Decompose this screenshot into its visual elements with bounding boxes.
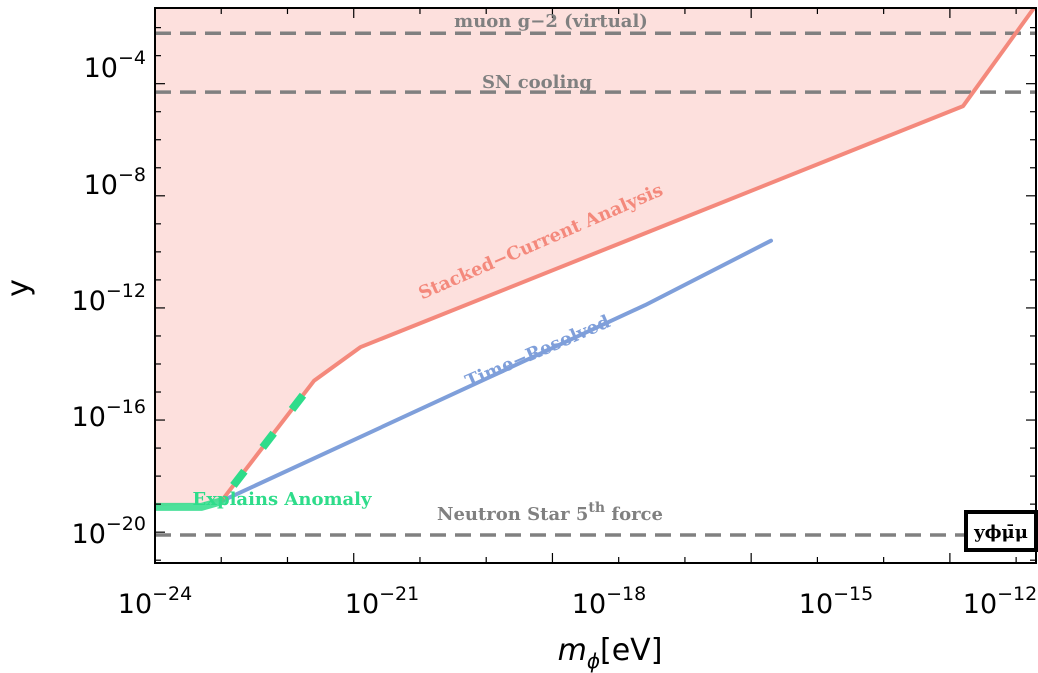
y-tick-label: 10−16: [72, 396, 146, 433]
hline-label-muon: muon g−2 (virtual): [454, 11, 648, 32]
x-tick-label: 10−15: [799, 583, 873, 620]
plot-frame: [154, 7, 1037, 564]
x-axis-title: mϕ[eV]: [558, 633, 663, 673]
anomaly-solid-line: [155, 497, 226, 511]
explains-anomaly-label: Explains Anomaly: [193, 489, 372, 510]
x-tick-label: 10−24: [118, 583, 192, 620]
x-tick-label: 10−21: [345, 583, 419, 620]
x-tick-label: 10−12: [963, 583, 1037, 620]
time-resolved-line: [219, 238, 773, 504]
interaction-box: [964, 510, 1038, 552]
y-tick-label: 10−12: [72, 280, 146, 317]
hline-label-neutron: Neutron Star 5th force: [437, 500, 663, 525]
y-axis-title: y: [1, 279, 36, 297]
interaction-label: yϕμ̄μ: [973, 522, 1028, 543]
stacked-current-line: [219, 8, 1036, 504]
anomaly-dashed-line: [218, 378, 318, 504]
y-tick-label: 10−8: [84, 164, 146, 201]
x-tick-label: 10−18: [572, 583, 646, 620]
y-tick-label: 10−4: [84, 47, 146, 84]
y-tick-label: 10−20: [72, 513, 146, 550]
time-resolved-label: Time−Resolved: [462, 311, 614, 393]
excluded-region: [155, 8, 1034, 507]
hline-label-sn: SN cooling: [482, 72, 592, 93]
axis-ticks: [154, 8, 1036, 563]
